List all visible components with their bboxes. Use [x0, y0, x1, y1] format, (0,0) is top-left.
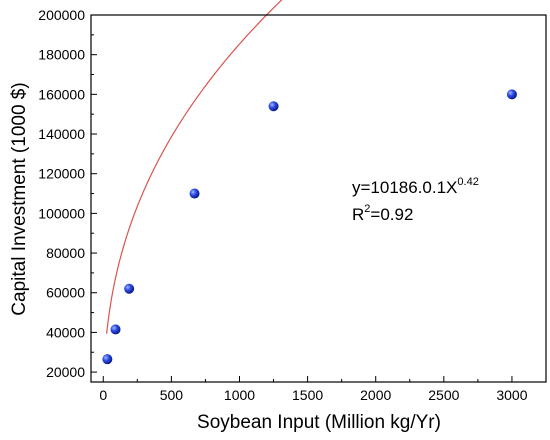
fit-curve-layer — [106, 0, 283, 334]
x-tick-label: 2000 — [360, 387, 391, 403]
x-tick-label: 1000 — [224, 387, 255, 403]
fit-equation: y=10186.0.1X0.42 — [352, 176, 479, 197]
x-axis-ticks: 0 500 1000 1500 2000 2500 3000 — [99, 376, 528, 403]
y-tick-label: 100000 — [38, 205, 85, 221]
data-points — [102, 89, 517, 365]
y-tick-label: 40000 — [46, 324, 85, 340]
fit-curve — [106, 0, 283, 334]
x-tick-label: 0 — [99, 387, 107, 403]
y-tick-label: 80000 — [46, 245, 85, 261]
x-tick-label: 3000 — [496, 387, 527, 403]
y-tick-label: 180000 — [38, 47, 85, 63]
data-point — [110, 324, 121, 335]
y-tick-label: 120000 — [38, 166, 85, 182]
y-tick-label: 140000 — [38, 126, 85, 142]
data-point — [268, 101, 279, 112]
r-squared-exponent: 2 — [364, 203, 370, 215]
y-tick-label: 200000 — [38, 7, 85, 23]
fit-equation-exponent: 0.42 — [457, 176, 478, 188]
x-tick-label: 2500 — [428, 387, 459, 403]
data-point — [506, 89, 517, 100]
data-point — [124, 283, 135, 294]
plot-frame — [90, 14, 547, 383]
x-tick-label: 1500 — [292, 387, 323, 403]
data-point — [189, 188, 200, 199]
x-axis-title: Soybean Input (Million kg/Yr) — [197, 412, 441, 433]
y-tick-label: 160000 — [38, 86, 85, 102]
y-tick-label: 60000 — [46, 285, 85, 301]
fit-equation-base: y=10186.0.1X — [352, 178, 457, 197]
data-point — [102, 354, 113, 365]
r-squared-base: R — [352, 205, 364, 224]
r-squared-label: R2=0.92 — [352, 203, 413, 224]
r-squared-value: =0.92 — [370, 205, 413, 224]
x-tick-label: 500 — [160, 387, 184, 403]
y-axis-title: Capital Investment (1000 $) — [9, 82, 30, 315]
y-axis-ticks: 20000 40000 60000 80000 100000 120000 140000 16… — [38, 7, 97, 380]
y-tick-label: 20000 — [46, 364, 85, 380]
